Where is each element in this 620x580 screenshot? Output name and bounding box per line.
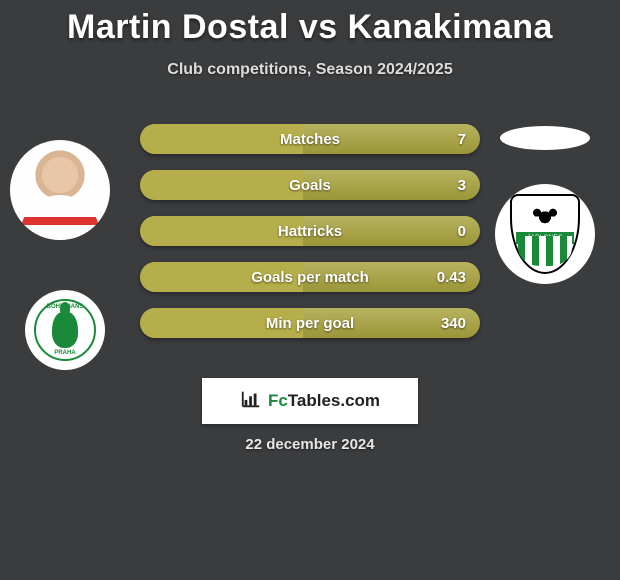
stat-bar: Goals 3	[140, 170, 480, 200]
stat-label: Hattricks	[140, 216, 480, 246]
player1-photo	[10, 140, 110, 240]
stat-label: Goals per match	[140, 262, 480, 292]
stat-bar: Min per goal 340	[140, 308, 480, 338]
site-logo: FcTables.com	[202, 378, 418, 424]
player1-club-logo: BOHEMIANS PRAHA	[25, 290, 105, 370]
stat-value-right: 0.43	[437, 262, 466, 292]
stat-bar: Hattricks 0	[140, 216, 480, 246]
stat-bar: Matches 7	[140, 124, 480, 154]
right-column: JABLONEC	[490, 126, 600, 284]
kangaroo-icon	[52, 312, 78, 348]
site-name: FcTables.com	[268, 391, 380, 411]
stat-bar: Goals per match 0.43	[140, 262, 480, 292]
stat-value-right: 0	[458, 216, 466, 246]
stat-label: Goals	[140, 170, 480, 200]
club1-text-bottom: PRAHA	[54, 350, 75, 356]
date-label: 22 december 2024	[0, 436, 620, 453]
stat-label: Matches	[140, 124, 480, 154]
stat-value-right: 340	[441, 308, 466, 338]
stat-value-right: 3	[458, 170, 466, 200]
stat-label: Min per goal	[140, 308, 480, 338]
left-column: BOHEMIANS PRAHA	[10, 140, 120, 370]
page-title: Martin Dostal vs Kanakimana	[0, 0, 620, 47]
stat-value-right: 7	[458, 124, 466, 154]
player2-photo	[500, 126, 590, 150]
subtitle: Club competitions, Season 2024/2025	[0, 61, 620, 79]
player2-club-logo: JABLONEC	[495, 184, 595, 284]
barchart-icon	[240, 388, 262, 415]
stats-bars: Matches 7 Goals 3 Hattricks 0 Goals per …	[140, 124, 480, 354]
